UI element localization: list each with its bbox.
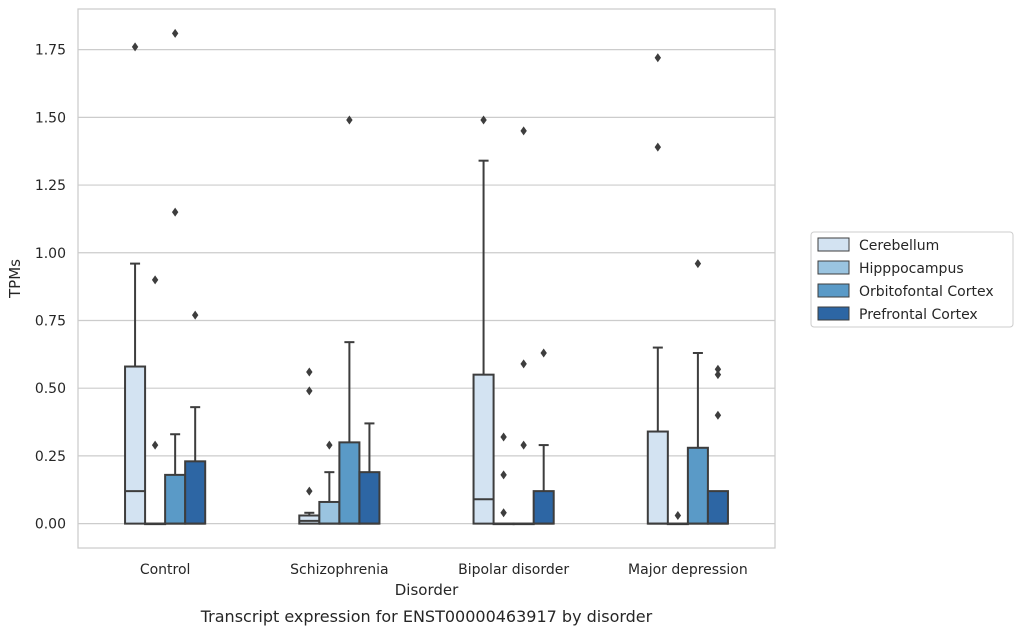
box-prefrontal-cortex bbox=[184, 406, 207, 525]
legend-swatch bbox=[817, 237, 850, 252]
box-body bbox=[532, 490, 555, 525]
x-tick-label: Schizophrenia bbox=[290, 562, 388, 578]
outlier-point bbox=[346, 115, 353, 125]
outlier-point bbox=[306, 367, 313, 377]
legend-frame bbox=[810, 231, 1014, 328]
box-cerebellum bbox=[472, 159, 495, 525]
outlier-point bbox=[714, 364, 722, 374]
outlier-point bbox=[654, 142, 662, 152]
grid-lines bbox=[78, 49, 775, 525]
box-cerebellum bbox=[124, 262, 147, 525]
x-tick-labels: Control Schizophrenia Bipolar disorder Majo… bbox=[140, 562, 748, 578]
box-body bbox=[184, 460, 207, 525]
box-prefrontal-cortex bbox=[358, 422, 381, 525]
box-orbitofontal-cortex bbox=[164, 433, 187, 525]
outlier-point bbox=[306, 386, 313, 396]
outlier-point bbox=[540, 348, 547, 358]
outlier-point bbox=[520, 359, 527, 369]
box-prefrontal-cortex bbox=[532, 444, 555, 525]
box-hipppocampus bbox=[666, 522, 689, 526]
legend-swatch bbox=[817, 260, 850, 275]
x-axis-title: Disorder bbox=[395, 581, 459, 599]
outlier-point bbox=[171, 28, 179, 38]
plot-frame bbox=[77, 8, 776, 549]
box-orbitofontal-cortex bbox=[338, 341, 361, 525]
box-groups bbox=[124, 159, 729, 526]
y-tick-label: 1.25 bbox=[35, 178, 66, 194]
box-orbitofontal-cortex bbox=[686, 351, 709, 525]
outlier-point bbox=[714, 370, 722, 380]
outlier-point bbox=[500, 432, 507, 442]
box-cerebellum bbox=[646, 346, 669, 525]
box-body bbox=[298, 514, 321, 525]
outlier-point bbox=[171, 207, 179, 217]
y-tick-label: 0.75 bbox=[35, 313, 66, 329]
outlier-point bbox=[191, 310, 199, 320]
box-hipppocampus bbox=[492, 522, 515, 526]
outlier-points bbox=[131, 28, 722, 520]
box-body bbox=[358, 471, 381, 525]
y-axis-title: TPMs bbox=[6, 259, 24, 299]
box-body bbox=[318, 500, 341, 525]
x-tick-label: Bipolar disorder bbox=[458, 562, 569, 578]
y-tick-labels: 0.00 0.25 0.50 0.75 1.00 1.25 1.50 1.75 bbox=[35, 43, 66, 533]
outlier-point bbox=[674, 510, 682, 520]
outlier-point bbox=[500, 508, 507, 518]
box-hipppocampus bbox=[318, 471, 341, 525]
y-tick-label: 0.00 bbox=[35, 517, 66, 533]
box-body bbox=[164, 473, 187, 525]
outlier-point bbox=[306, 486, 313, 496]
box-orbitofontal-cortex bbox=[512, 522, 535, 526]
legend-label: Prefrontal Cortex bbox=[859, 307, 978, 323]
outlier-point bbox=[520, 440, 527, 450]
x-tick-label: Control bbox=[140, 562, 191, 578]
box-body bbox=[686, 446, 709, 525]
box-hipppocampus bbox=[144, 522, 167, 526]
box-body bbox=[472, 373, 495, 525]
box-body bbox=[706, 490, 729, 525]
outlier-point bbox=[654, 53, 662, 63]
outlier-point bbox=[500, 470, 507, 480]
outlier-point bbox=[131, 42, 139, 52]
outlier-point bbox=[480, 115, 487, 125]
box-prefrontal-cortex bbox=[706, 490, 729, 525]
outlier-point bbox=[714, 410, 722, 420]
legend-swatch bbox=[817, 283, 850, 298]
y-tick-label: 0.25 bbox=[35, 449, 66, 465]
outlier-point bbox=[694, 259, 702, 269]
legend-label: Orbitofontal Cortex bbox=[859, 284, 994, 300]
box-body bbox=[338, 441, 361, 525]
chart-caption: Transcript expression for ENST0000046391… bbox=[200, 607, 653, 626]
outlier-point bbox=[151, 440, 159, 450]
box-body bbox=[124, 365, 147, 525]
outlier-point bbox=[326, 440, 333, 450]
outlier-point bbox=[520, 126, 527, 136]
legend: Cerebellum Hipppocampus Orbitofontal Corte… bbox=[810, 231, 1014, 328]
legend-label: Hipppocampus bbox=[859, 261, 964, 277]
y-tick-label: 0.50 bbox=[35, 381, 66, 397]
outlier-point bbox=[151, 275, 159, 285]
y-tick-label: 1.50 bbox=[35, 110, 66, 126]
legend-swatch bbox=[817, 306, 850, 321]
legend-label: Cerebellum bbox=[859, 238, 939, 254]
y-tick-label: 1.75 bbox=[35, 43, 66, 59]
box-body bbox=[646, 430, 669, 525]
y-tick-label: 1.00 bbox=[35, 246, 66, 262]
box-cerebellum bbox=[298, 511, 321, 525]
x-tick-label: Major depression bbox=[628, 562, 748, 578]
